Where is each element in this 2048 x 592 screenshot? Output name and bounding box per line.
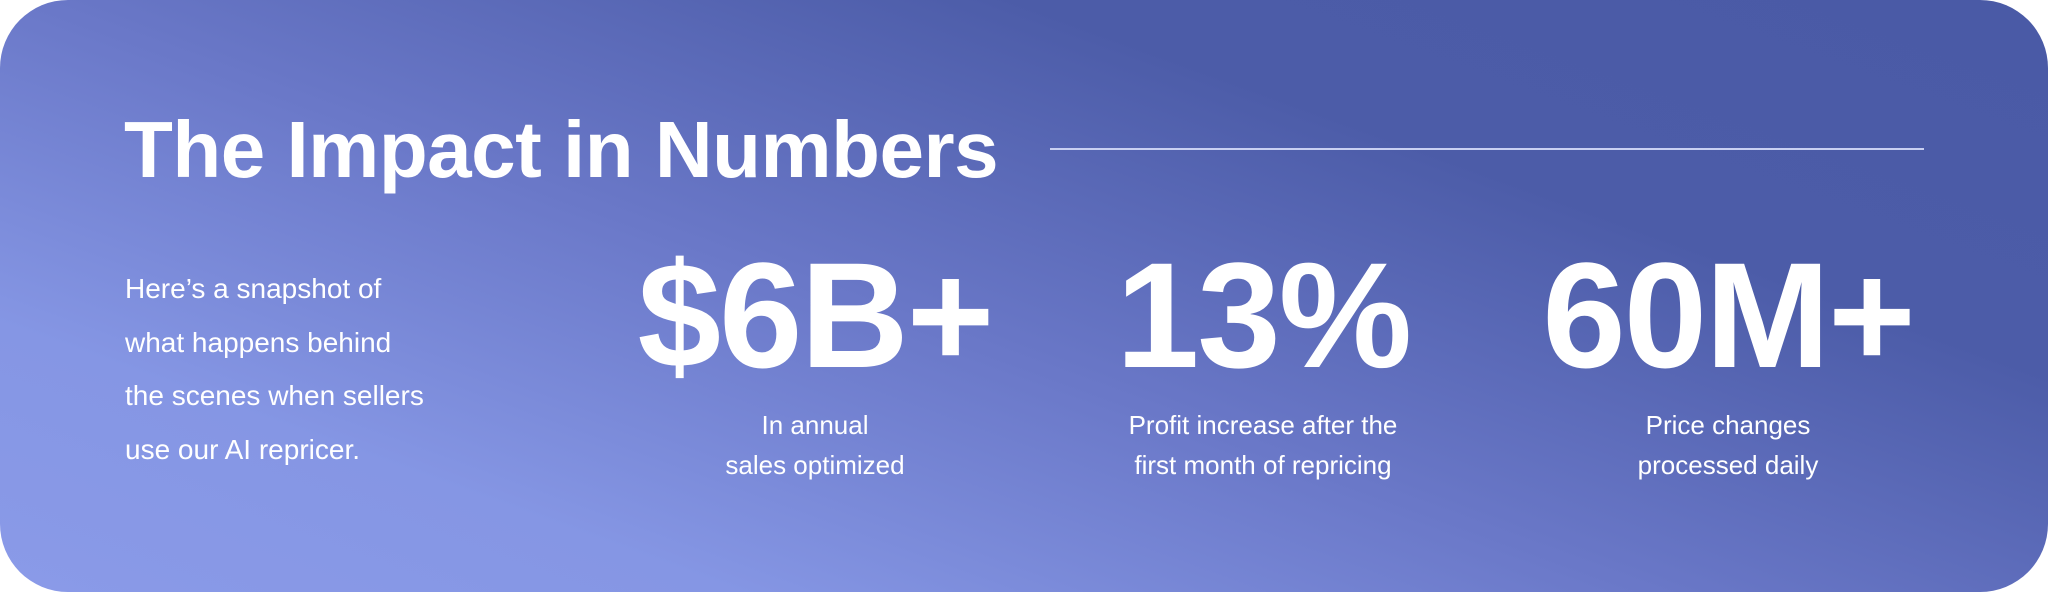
title-divider bbox=[1050, 148, 1924, 150]
caption-line: Price changes bbox=[1645, 410, 1811, 440]
intro-line: use our AI repricer. bbox=[125, 433, 361, 465]
intro-line: what happens behind bbox=[125, 326, 392, 358]
stat-value: 60M+ bbox=[1542, 231, 1915, 399]
intro-line: Here’s a snapshot of bbox=[125, 273, 382, 304]
stat-price-changes: 60M+ Price changes processed daily bbox=[1498, 240, 1958, 485]
stat-caption: In annual sales optimized bbox=[585, 405, 1045, 485]
stat-value: $6B+ bbox=[637, 231, 995, 399]
stat-annual-sales: $6B+ In annual sales optimized bbox=[585, 240, 1045, 485]
section-title: The Impact in Numbers bbox=[124, 105, 999, 194]
caption-line: processed daily bbox=[1637, 450, 1819, 480]
caption-line: Profit increase after the bbox=[1128, 410, 1398, 440]
stat-caption: Price changes processed daily bbox=[1498, 405, 1958, 485]
stat-value: 13% bbox=[1115, 231, 1412, 399]
caption-line: In annual bbox=[761, 410, 869, 440]
intro-line: the scenes when sellers bbox=[125, 380, 424, 411]
stat-profit-increase: 13% Profit increase after the first month… bbox=[1033, 240, 1493, 485]
caption-line: first month of repricing bbox=[1134, 450, 1392, 480]
stat-caption: Profit increase after the first month of … bbox=[1033, 405, 1493, 485]
caption-line: sales optimized bbox=[725, 450, 905, 480]
intro-text: Here’s a snapshot of what happens behind… bbox=[125, 262, 525, 476]
